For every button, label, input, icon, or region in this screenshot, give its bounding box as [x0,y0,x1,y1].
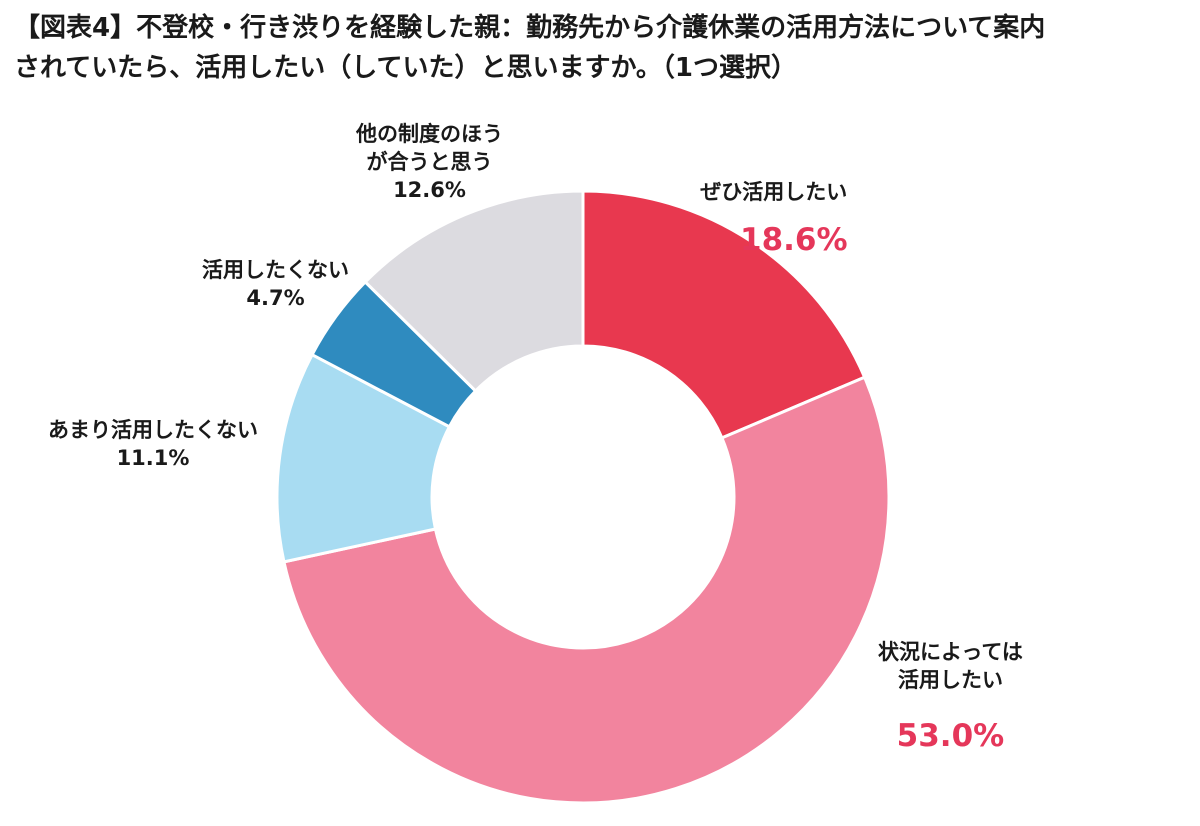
label-zehi: ぜひ活用したい 18.6% [700,178,848,260]
label-jokyo-pct: 53.0% [896,718,1005,754]
label-amari: あまり活用したくない 11.1% [48,416,258,472]
title-line-2: されていたら、活用したい（していた）と思いますか。（1つ選択） [14,53,798,83]
label-hoka-line2: が合うと思う [366,150,493,174]
slice-jokyo [282,375,891,805]
slice-zehi [581,189,867,440]
label-amari-pct: 11.1% [116,446,190,470]
label-jokyo-line2: 活用したい [897,668,1003,692]
label-katsuyo-nashi-pct: 4.7% [246,286,305,310]
label-hoka-pct: 12.6% [393,178,466,202]
label-zehi-pct: 18.6% [740,222,848,258]
chart-title: 【図表4】不登校・行き渋りを経験した親：勤務先から介護休業の活用方法について案内… [14,8,1194,88]
label-amari-text: あまり活用したくない [48,418,258,442]
label-jokyo: 状況によっては 活用したい 53.0% [878,638,1023,756]
label-zehi-text: ぜひ活用したい [700,180,848,204]
label-hoka-line1: 他の制度のほう [356,122,503,146]
label-katsuyo-nashi: 活用したくない 4.7% [202,256,349,312]
title-line-1: 【図表4】不登校・行き渋りを経験した親：勤務先から介護休業の活用方法について案内 [14,13,1046,43]
label-katsuyo-nashi-text: 活用したくない [202,258,349,282]
label-jokyo-line1: 状況によっては [878,640,1023,664]
label-hoka: 他の制度のほう が合うと思う 12.6% [356,120,503,204]
slice-hoka [363,189,585,394]
